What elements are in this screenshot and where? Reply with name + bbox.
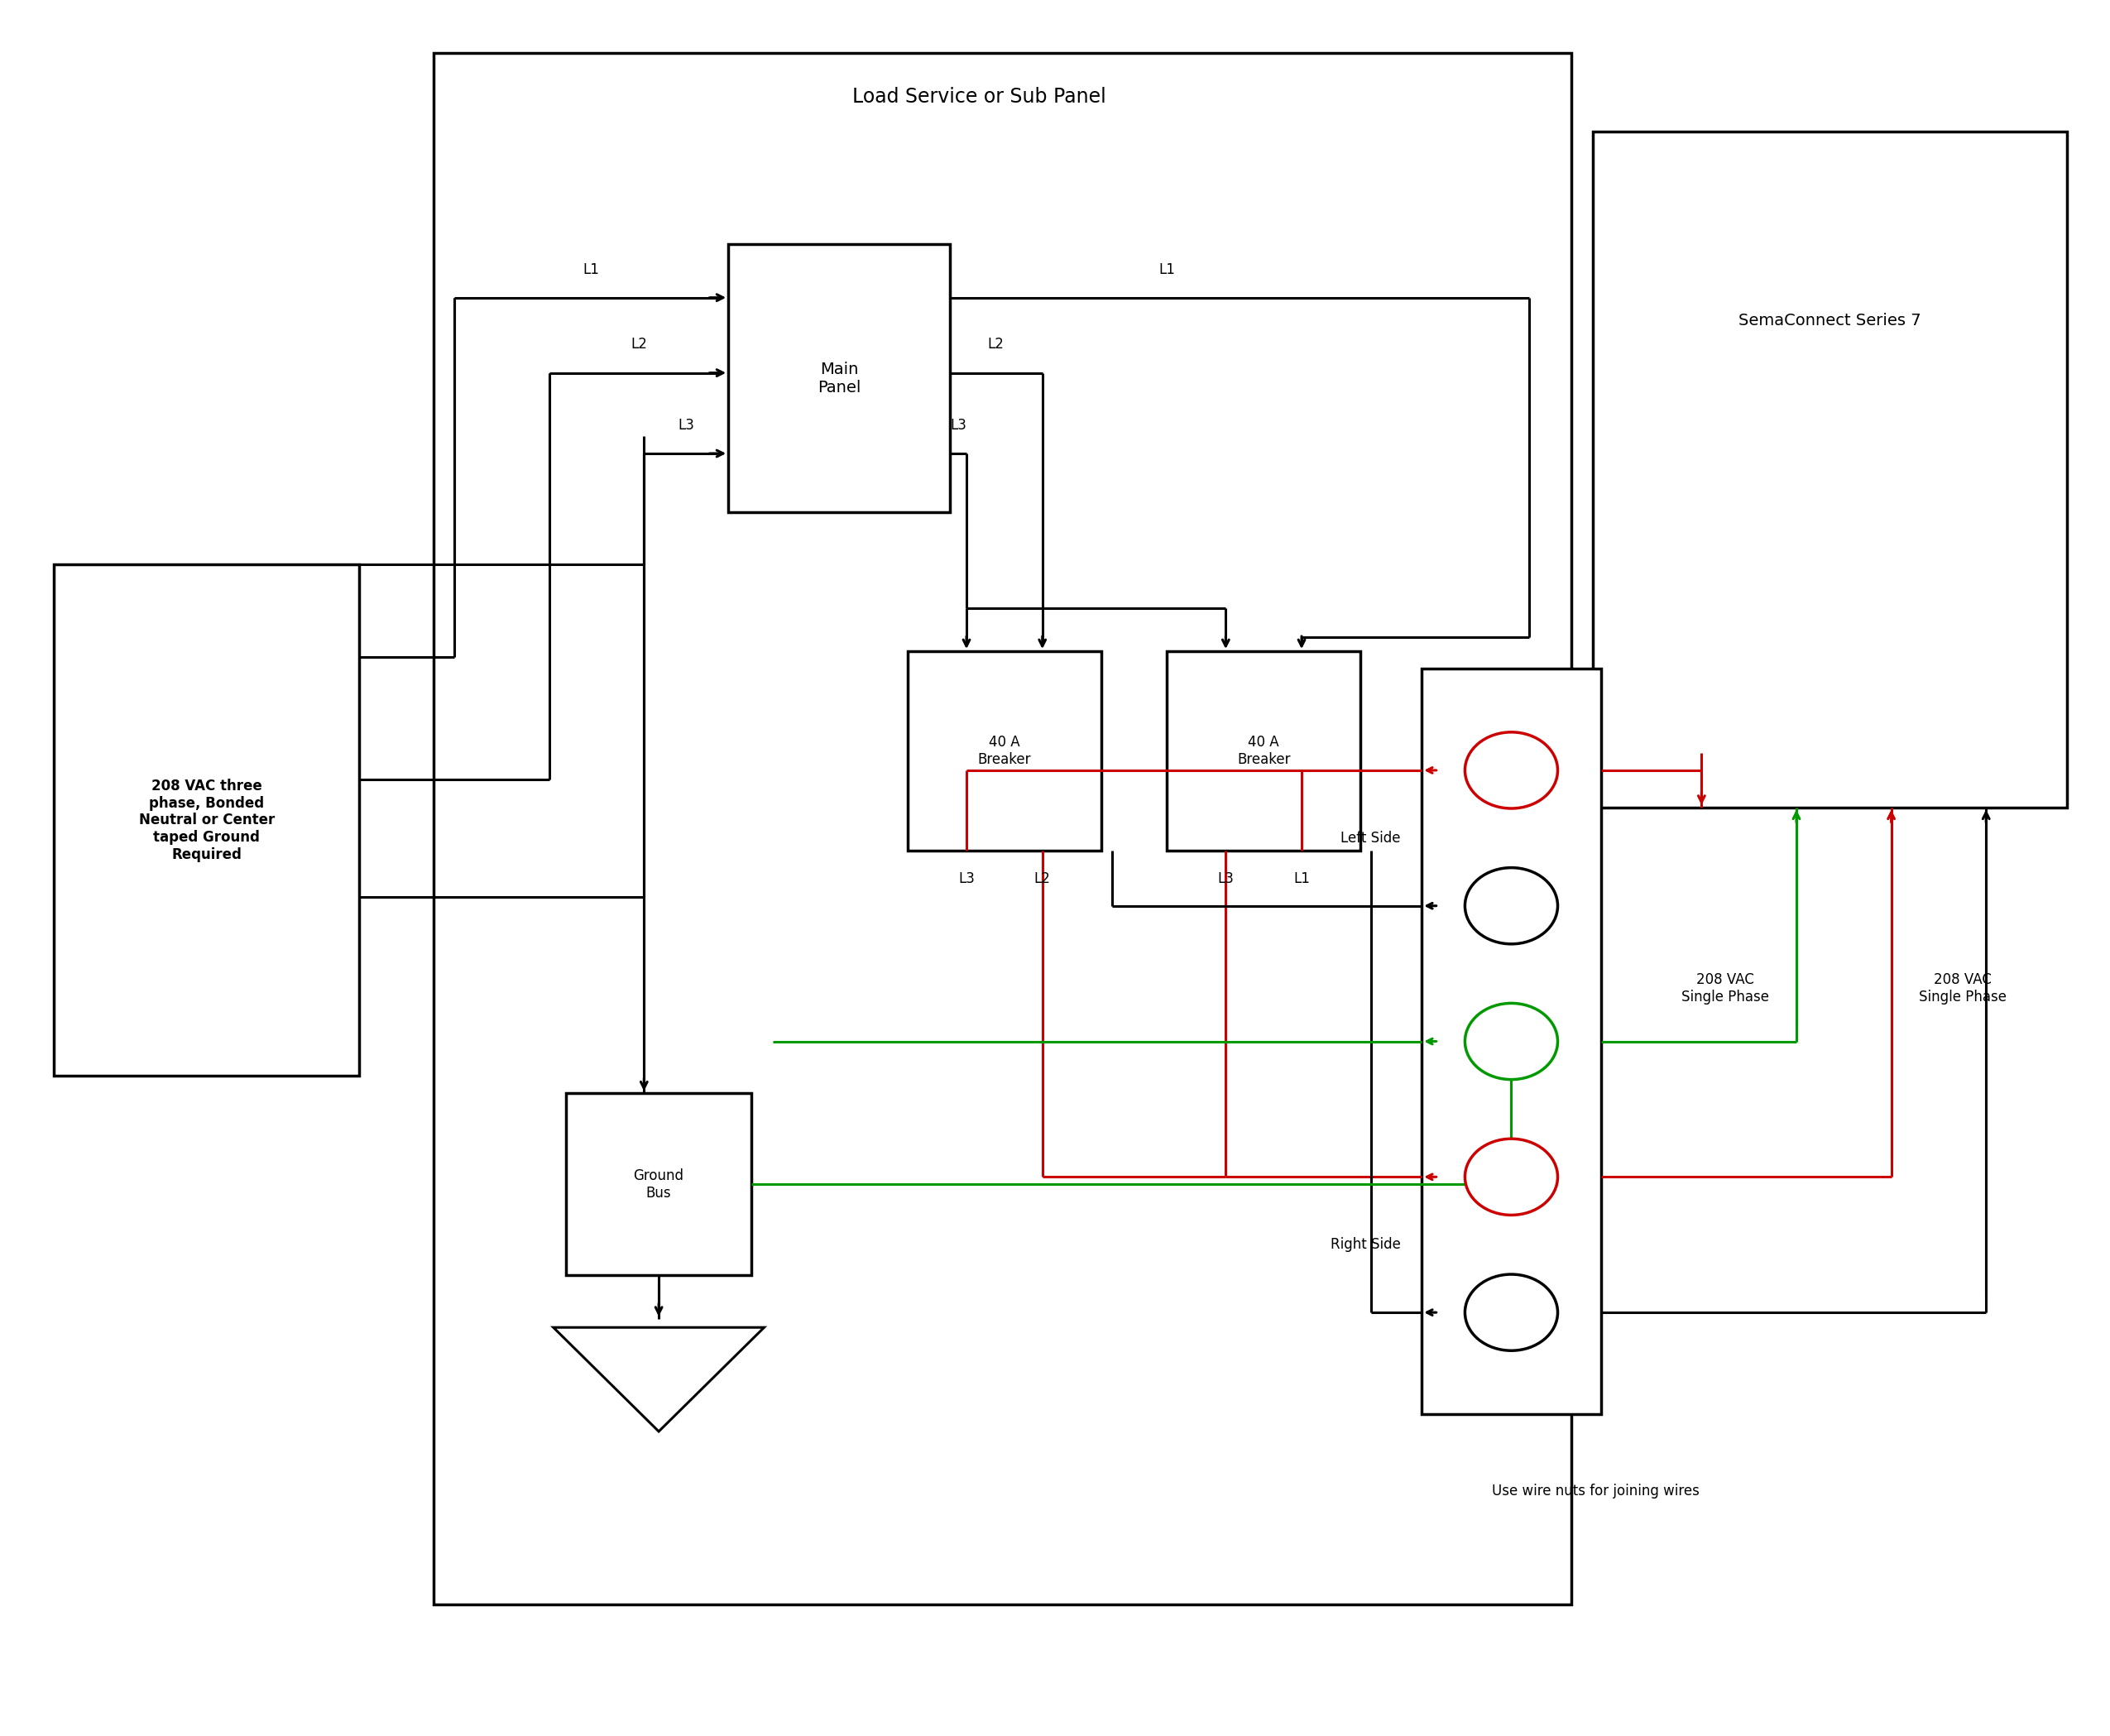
Text: Left Side: Left Side xyxy=(1340,830,1401,845)
Text: 208 VAC
Single Phase: 208 VAC Single Phase xyxy=(1682,972,1768,1003)
Text: 40 A
Breaker: 40 A Breaker xyxy=(1236,734,1291,767)
Bar xyxy=(907,651,1101,851)
Text: L2: L2 xyxy=(987,337,1004,352)
Circle shape xyxy=(1464,733,1557,809)
Text: Ground
Bus: Ground Bus xyxy=(633,1168,684,1201)
Circle shape xyxy=(1464,1274,1557,1351)
Bar xyxy=(1422,668,1601,1415)
Text: Main
Panel: Main Panel xyxy=(817,361,861,396)
Text: L3: L3 xyxy=(949,418,966,432)
Bar xyxy=(1593,132,2066,807)
Bar xyxy=(433,54,1572,1604)
Circle shape xyxy=(1464,1139,1557,1215)
Text: L3: L3 xyxy=(958,871,975,887)
Text: L3: L3 xyxy=(1217,871,1234,887)
Text: L2: L2 xyxy=(631,337,648,352)
Bar xyxy=(55,564,359,1076)
Circle shape xyxy=(1464,1003,1557,1080)
Text: 208 VAC three
phase, Bonded
Neutral or Center
taped Ground
Required: 208 VAC three phase, Bonded Neutral or C… xyxy=(139,778,274,863)
Text: L3: L3 xyxy=(677,418,694,432)
Text: 208 VAC
Single Phase: 208 VAC Single Phase xyxy=(1918,972,2007,1003)
Text: L2: L2 xyxy=(1034,871,1051,887)
Text: Load Service or Sub Panel: Load Service or Sub Panel xyxy=(852,87,1106,106)
Bar xyxy=(565,1094,751,1276)
Text: Use wire nuts for joining wires: Use wire nuts for joining wires xyxy=(1492,1484,1699,1498)
Text: 40 A
Breaker: 40 A Breaker xyxy=(977,734,1032,767)
Text: L1: L1 xyxy=(1293,871,1310,887)
Text: L1: L1 xyxy=(582,262,599,276)
Text: SemaConnect Series 7: SemaConnect Series 7 xyxy=(1739,312,1920,328)
Text: L1: L1 xyxy=(1158,262,1175,276)
Bar xyxy=(728,243,949,512)
Bar xyxy=(1167,651,1361,851)
Circle shape xyxy=(1464,868,1557,944)
Text: Right Side: Right Side xyxy=(1331,1238,1401,1252)
